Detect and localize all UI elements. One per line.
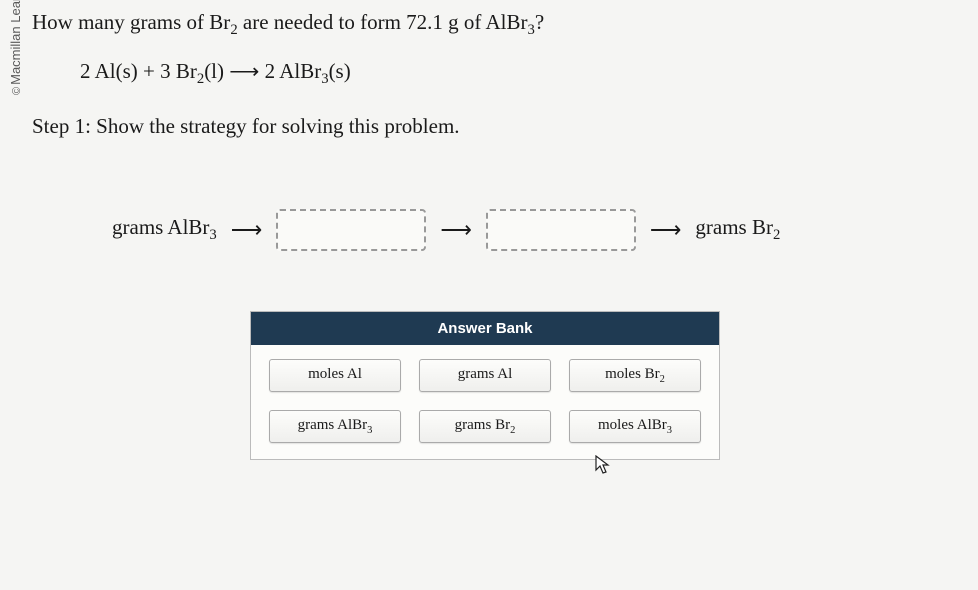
step-instruction: Step 1: Show the strategy for solving th…: [32, 114, 938, 139]
chip-sub: 2: [660, 374, 665, 385]
question-suffix: ?: [535, 10, 544, 34]
answer-bank-body: moles Al grams Al moles Br2 grams AlBr3 …: [251, 345, 719, 459]
chip-sub: 2: [510, 425, 515, 436]
answer-bank-title: Answer Bank: [251, 312, 719, 345]
bank-row: grams AlBr3 grams Br2 moles AlBr3: [269, 410, 701, 443]
chip-grams-al[interactable]: grams Al: [419, 359, 551, 392]
arrow-icon: ⟶: [227, 217, 267, 243]
question-text: How many grams of Br2 are needed to form…: [32, 8, 938, 41]
flow-end-text: grams Br: [695, 215, 773, 239]
main-content: How many grams of Br2 are needed to form…: [0, 0, 978, 460]
watermark-text: Macmillan Learning: [8, 0, 23, 85]
eq-part2: (l) ⟶ 2 AlBr: [204, 59, 321, 83]
chip-label: grams Al: [458, 366, 513, 382]
dropzone-2[interactable]: [486, 209, 636, 251]
chip-grams-br2[interactable]: grams Br2: [419, 410, 551, 443]
chemical-equation: 2 Al(s) + 3 Br2(l) ⟶ 2 AlBr3(s): [80, 59, 938, 88]
dropzone-1[interactable]: [276, 209, 426, 251]
eq-part3: (s): [329, 59, 351, 83]
question-prefix: How many grams of Br: [32, 10, 230, 34]
flow-start-sub: 3: [209, 228, 216, 244]
eq-sub2: 3: [321, 71, 328, 87]
chip-label: moles AlBr: [598, 417, 667, 433]
question-sub1: 2: [230, 22, 237, 38]
arrow-icon: ⟶: [436, 217, 476, 243]
question-sub2: 3: [528, 22, 535, 38]
chip-label: grams AlBr: [298, 417, 368, 433]
copyright-watermark: © Macmillan Learning: [8, 0, 23, 95]
answer-bank: Answer Bank moles Al grams Al moles Br2 …: [250, 311, 720, 460]
flow-start: grams AlBr3: [112, 215, 217, 244]
flow-end-sub: 2: [773, 228, 780, 244]
question-mid: are needed to form 72.1 g of AlBr: [238, 10, 528, 34]
chip-grams-albr3[interactable]: grams AlBr3: [269, 410, 401, 443]
strategy-flow: grams AlBr3 ⟶ ⟶ ⟶ grams Br2: [112, 209, 938, 251]
chip-sub: 3: [667, 425, 672, 436]
flow-start-text: grams AlBr: [112, 215, 209, 239]
copyright-symbol: ©: [11, 87, 23, 95]
bank-row: moles Al grams Al moles Br2: [269, 359, 701, 392]
eq-part1: 2 Al(s) + 3 Br: [80, 59, 197, 83]
chip-moles-br2[interactable]: moles Br2: [569, 359, 701, 392]
chip-moles-al[interactable]: moles Al: [269, 359, 401, 392]
flow-end: grams Br2: [695, 215, 780, 244]
chip-label: moles Br: [605, 366, 660, 382]
chip-label: grams Br: [455, 417, 510, 433]
chip-sub: 3: [367, 425, 372, 436]
chip-moles-albr3[interactable]: moles AlBr3: [569, 410, 701, 443]
arrow-icon: ⟶: [646, 217, 686, 243]
chip-label: moles Al: [308, 366, 362, 382]
